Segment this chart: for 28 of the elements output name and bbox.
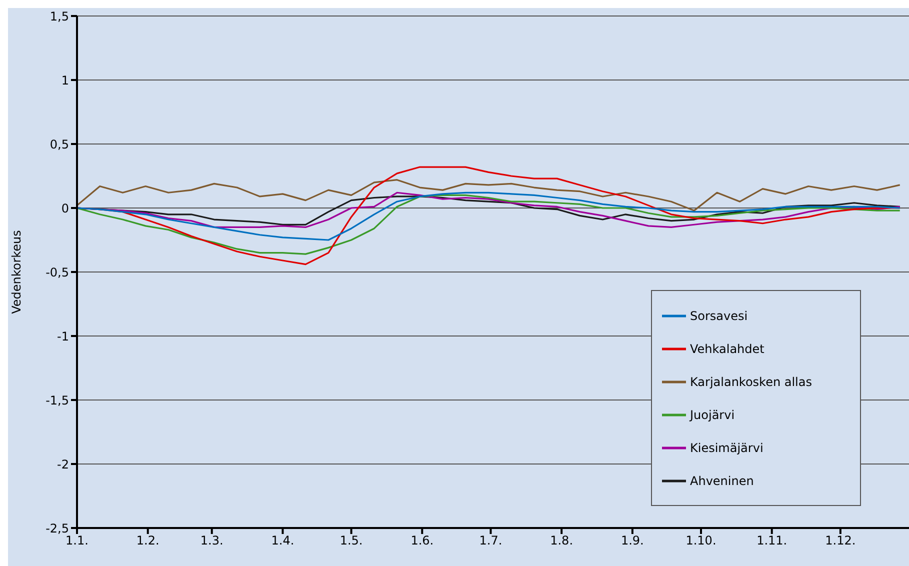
x-tick-label: 1.2. xyxy=(136,534,160,548)
y-tick-label: 0,5 xyxy=(50,137,69,152)
legend-label: Sorsavesi xyxy=(690,308,748,322)
x-tick-label: 1.5. xyxy=(340,534,363,548)
y-tick-label: -0,5 xyxy=(46,265,69,280)
x-tick-label: 1.6. xyxy=(410,534,434,548)
x-tick-label: 1.8. xyxy=(550,534,574,548)
x-tick-label: 1.3. xyxy=(200,534,224,548)
y-tick-label: 0 xyxy=(61,201,69,216)
x-tick-label: 1.1. xyxy=(66,534,88,548)
y-tick-label: -1 xyxy=(57,329,69,344)
legend-label: Vehkalahdet xyxy=(690,342,764,356)
legend-label: Karjalankosken allas xyxy=(690,374,812,388)
x-tick-label: 1.12. xyxy=(825,534,856,548)
x-tick-label: 1.7. xyxy=(479,534,502,548)
x-tick-label: 1.11. xyxy=(756,534,788,548)
x-tick-label: 1.10. xyxy=(686,534,716,548)
y-tick-label: 1,5 xyxy=(50,9,69,24)
y-tick-label: -2 xyxy=(57,457,69,472)
y-tick-label: -1,5 xyxy=(46,393,69,408)
y-axis-title: Vedenkorkeus xyxy=(9,230,24,314)
legend-label: Kiesimäjärvi xyxy=(690,440,764,454)
y-tick-label: -2,5 xyxy=(46,521,69,536)
legend-label: Ahveninen xyxy=(690,474,754,488)
legend-label: Juojärvi xyxy=(690,408,735,422)
y-tick-label: 1 xyxy=(61,73,69,88)
x-tick-label: 1.4. xyxy=(271,534,294,548)
x-tick-label: 1.9. xyxy=(620,534,644,548)
